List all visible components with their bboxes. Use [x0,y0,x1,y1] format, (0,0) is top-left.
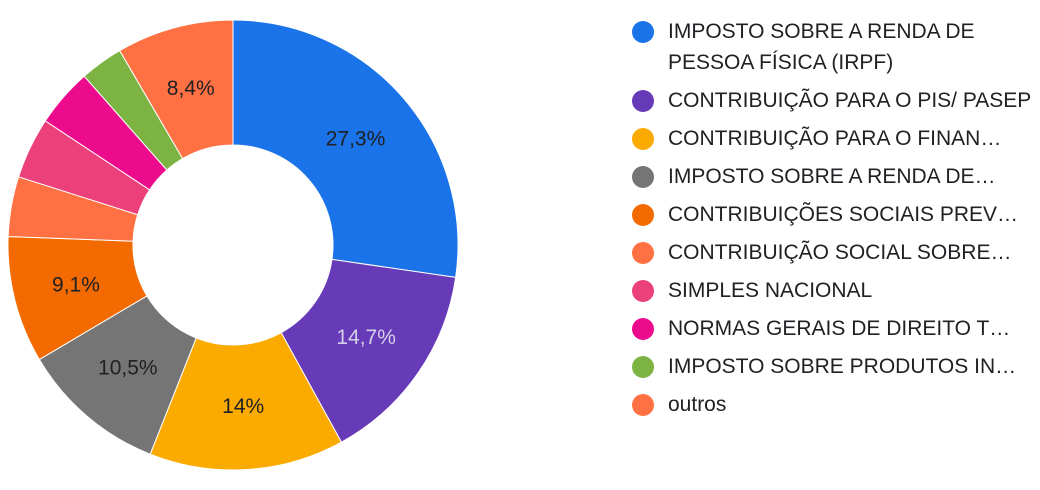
legend-item-5[interactable]: CONTRIBUIÇÕES SOCIAIS PREV… [630,199,1035,230]
legend-label-8: NORMAS GERAIS DE DIREITO T… [668,317,1011,340]
legend-item-2[interactable]: CONTRIBUIÇÃO PARA O PIS/ PASEP [630,85,1035,116]
slice-label-4: 10,5% [98,357,158,380]
legend-label-5: CONTRIBUIÇÕES SOCIAIS PREV… [668,203,1019,226]
chart-legend: IMPOSTO SOBRE A RENDA DE PESSOA FÍSICA (… [630,16,1035,427]
legend-swatch-9 [632,356,654,378]
legend-item-8[interactable]: NORMAS GERAIS DE DIREITO T… [630,313,1035,344]
legend-label-4: IMPOSTO SOBRE A RENDA DE… [668,165,996,188]
legend-swatch-6 [632,242,654,264]
legend-swatch-7 [632,280,654,302]
legend-label-6: CONTRIBUIÇÃO SOCIAL SOBRE… [668,241,1012,264]
donut-slice-10[interactable] [119,19,234,160]
legend-item-6[interactable]: CONTRIBUIÇÃO SOCIAL SOBRE… [630,237,1035,268]
legend-label-9: IMPOSTO SOBRE PRODUTOS IN… [668,355,1017,378]
donut-slice-2[interactable] [280,258,457,443]
legend-item-7[interactable]: SIMPLES NACIONAL [630,275,1035,306]
legend-item-3[interactable]: CONTRIBUIÇÃO PARA O FINAN… [630,123,1035,154]
legend-label-2: CONTRIBUIÇÃO PARA O PIS/ PASEP [668,89,1032,112]
legend-swatch-2 [632,90,654,112]
legend-swatch-3 [632,128,654,150]
legend-swatch-10 [632,394,654,416]
legend-item-4[interactable]: IMPOSTO SOBRE A RENDA DE… [630,161,1035,192]
slice-label-10: 8,4% [167,77,215,100]
donut-svg: 27,3% 14,7% 14% 10,5% 9,1% 8,4% [7,19,459,471]
legend-label-10: outros [668,393,727,416]
donut-slice-1[interactable] [232,19,459,278]
legend-swatch-1 [632,21,654,43]
legend-swatch-5 [632,204,654,226]
slice-label-1: 27,3% [326,128,386,151]
legend-item-9[interactable]: IMPOSTO SOBRE PRODUTOS IN… [630,351,1035,382]
slice-label-5: 9,1% [52,273,100,296]
legend-item-10[interactable]: outros [630,389,1035,420]
slice-label-2: 14,7% [336,326,396,349]
donut-slice-3[interactable] [149,331,343,471]
legend-label-1: IMPOSTO SOBRE A RENDA DE PESSOA FÍSICA (… [668,20,975,74]
legend-label-7: SIMPLES NACIONAL [668,279,873,302]
legend-label-3: CONTRIBUIÇÃO PARA O FINAN… [668,127,1002,150]
legend-swatch-8 [632,318,654,340]
slice-label-3: 14% [222,395,264,418]
legend-item-1[interactable]: IMPOSTO SOBRE A RENDA DE PESSOA FÍSICA (… [630,16,1035,78]
legend-swatch-4 [632,166,654,188]
